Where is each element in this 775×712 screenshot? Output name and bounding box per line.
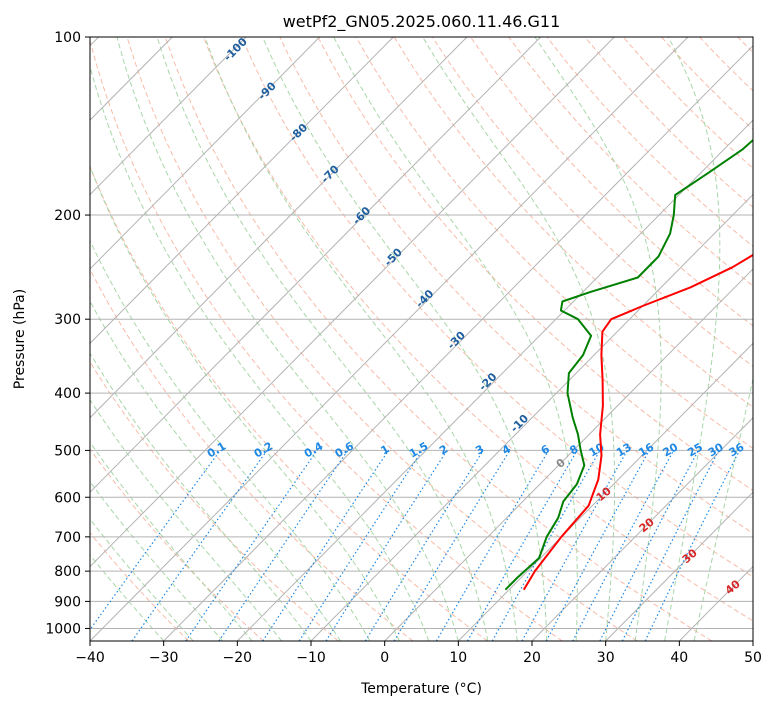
y-axis-label: Pressure (hPa) <box>12 289 28 389</box>
dry-adiabat-line <box>623 37 775 641</box>
y-tick-label: 900 <box>54 594 81 610</box>
dry-adiabat-line <box>0 37 338 641</box>
y-tick-label: 600 <box>54 490 81 506</box>
isotherm-line <box>311 37 775 641</box>
mixing-ratio-label: 20 <box>661 440 681 459</box>
mixing-ratio-label: 0.6 <box>333 439 357 460</box>
moist-adiabat-line <box>694 37 775 641</box>
mixing-ratio-label: 25 <box>685 441 705 460</box>
moist-adiabat-label: -100 <box>221 35 250 64</box>
mixing-ratio-label: 16 <box>636 440 656 459</box>
x-tick-label: −30 <box>149 650 179 666</box>
isotherm-line <box>458 37 775 641</box>
dry-adiabat-line <box>547 37 775 641</box>
y-tick-label: 100 <box>54 30 81 46</box>
moist-adiabat-line <box>205 37 517 641</box>
dry-adiabat-line <box>585 37 775 641</box>
y-tick-label: 200 <box>54 208 81 224</box>
dry-adiabat-line <box>127 37 637 641</box>
dry-adiabat-line <box>89 37 562 641</box>
y-tick-label: 1000 <box>45 622 81 638</box>
isotherm-line <box>0 37 246 641</box>
mixing-ratio-line <box>186 450 317 641</box>
dry-adiabat-line <box>432 37 775 641</box>
dry-adiabat-line <box>13 37 413 641</box>
series-layer <box>505 37 775 590</box>
x-tick-label: −20 <box>223 650 253 666</box>
x-tick-label: 50 <box>744 650 762 666</box>
moist-adiabat-line <box>0 37 252 641</box>
x-tick-label: 10 <box>449 650 467 666</box>
mixing-ratio-label: 4 <box>500 442 513 457</box>
dry-adiabat-line <box>0 37 264 641</box>
x-tick-label: 30 <box>597 650 615 666</box>
mixing-ratio-line <box>299 450 422 641</box>
y-tick-label: 400 <box>54 386 81 402</box>
mixing-ratio-line <box>436 450 548 641</box>
mixing-ratio-label: 6 <box>539 442 552 457</box>
x-tick-label: 40 <box>670 650 688 666</box>
mixing-ratio-label: 0.4 <box>302 439 326 460</box>
isotherm-line <box>532 37 775 641</box>
mixing-ratio-label: 36 <box>727 440 747 459</box>
dry-adiabat-line <box>280 37 775 641</box>
moist-adiabat-label: -90 <box>256 79 279 102</box>
mixing-ratio-line <box>573 450 674 641</box>
isotherm-line <box>0 37 467 641</box>
moist-adiabat-line <box>0 37 311 641</box>
isotherm-line <box>16 37 614 641</box>
mixing-ratio-line <box>219 450 348 641</box>
y-tick-label: 800 <box>54 564 81 580</box>
isotherm-line <box>753 37 775 641</box>
moist-adiabat-line <box>0 37 193 641</box>
mixing-ratio-label: 10 <box>587 440 607 459</box>
plot-frame <box>90 37 753 641</box>
dewpoint-profile-line <box>505 37 775 590</box>
mixing-ratio-label: 13 <box>614 441 634 460</box>
dry-adiabat-line <box>661 37 775 641</box>
mixing-ratio-line <box>492 450 600 641</box>
x-axis-label: Temperature (°C) <box>360 681 482 697</box>
isotherm-line <box>0 37 393 641</box>
dry-adiabat-line <box>51 37 488 641</box>
grid-layer <box>0 37 775 641</box>
moist-adiabat-label: -70 <box>319 162 342 185</box>
x-tick-label: 0 <box>380 650 389 666</box>
chart-title: wetPf2_GN05.2025.060.11.46.G11 <box>283 12 561 32</box>
dry-adiabat-line <box>738 37 775 641</box>
moist-adiabat-line <box>0 37 282 641</box>
mixing-ratio-line <box>522 450 627 641</box>
mixing-ratio-label: 1.5 <box>407 439 430 460</box>
isotherm-line <box>90 37 688 641</box>
moist-adiabat-line <box>27 37 370 641</box>
moist-adiabat-label: -10 <box>508 412 531 435</box>
x-tick-label: −40 <box>75 650 105 666</box>
mixing-ratio-line <box>263 450 389 641</box>
x-tick-label: 20 <box>523 650 541 666</box>
mixing-ratio-line <box>394 450 510 641</box>
y-tick-label: 700 <box>54 530 81 546</box>
y-tick-label: 300 <box>54 312 81 328</box>
mixing-ratio-line <box>326 450 447 641</box>
moist-adiabat-label: -20 <box>476 370 499 393</box>
mixing-ratio-line <box>622 450 718 641</box>
y-tick-label: 500 <box>54 443 81 459</box>
mixing-ratio-label: 0.1 <box>205 439 228 460</box>
dry-adiabat-line <box>471 37 775 641</box>
mixing-ratio-label: 30 <box>706 440 726 459</box>
dry-adiabat-line <box>356 37 775 641</box>
x-tick-label: −10 <box>296 650 326 666</box>
dry-adiabat-line <box>700 37 775 641</box>
moist-adiabat-label: -60 <box>350 204 373 227</box>
moist-adiabat-label: -30 <box>445 329 468 352</box>
